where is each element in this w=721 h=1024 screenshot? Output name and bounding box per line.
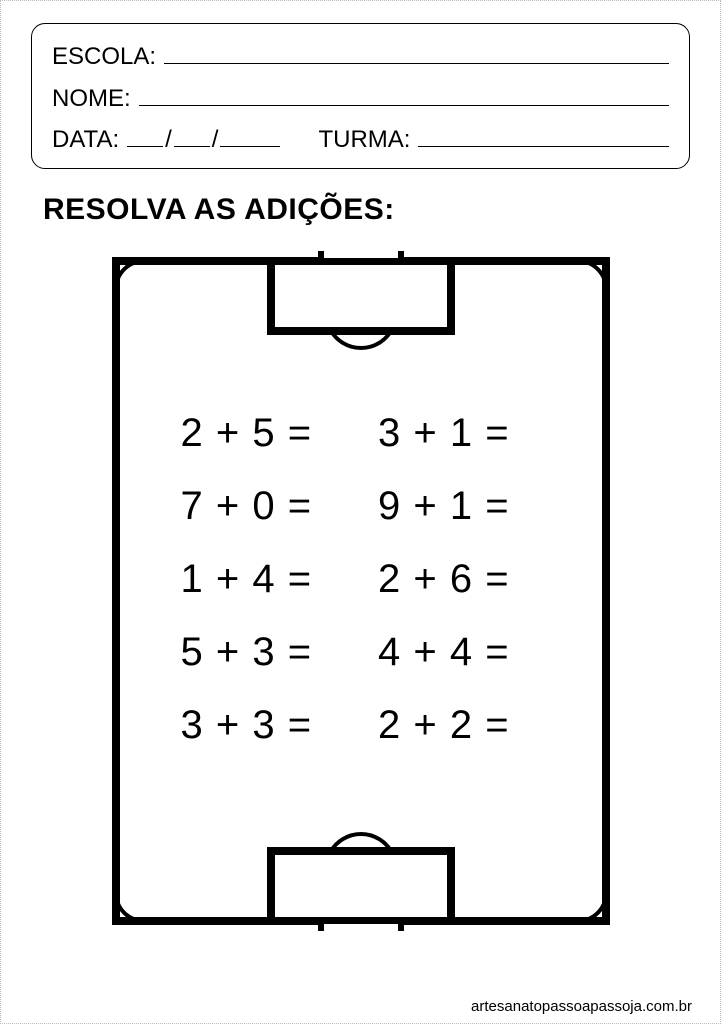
- data-label: DATA:: [52, 126, 119, 154]
- problem-7: 5 + 3 =: [181, 630, 369, 675]
- problem-6: 2 + 6 =: [378, 557, 566, 602]
- turma-label: TURMA:: [318, 126, 410, 154]
- escola-label: ESCOLA:: [52, 43, 156, 71]
- problem-9: 3 + 3 =: [181, 703, 369, 748]
- problems-grid: 2 + 5 = 3 + 1 = 7 + 0 = 9 + 1 = 1 + 4 = …: [106, 411, 616, 748]
- date-day[interactable]: [127, 121, 163, 147]
- problem-10: 2 + 2 =: [378, 703, 566, 748]
- worksheet-title: RESOLVA AS ADIÇÕES:: [43, 193, 720, 227]
- problem-3: 7 + 0 =: [181, 484, 369, 529]
- nome-label: NOME:: [52, 85, 131, 113]
- problem-4: 9 + 1 =: [378, 484, 566, 529]
- problem-5: 1 + 4 =: [181, 557, 369, 602]
- data-turma-row: DATA: / / TURMA:: [52, 121, 669, 154]
- date-group: / /: [127, 121, 280, 154]
- date-month[interactable]: [174, 121, 210, 147]
- turma-line[interactable]: [418, 121, 669, 147]
- slash-1: /: [163, 126, 174, 154]
- student-info-box: ESCOLA: NOME: DATA: / / TURMA:: [31, 23, 690, 169]
- date-year[interactable]: [220, 121, 280, 147]
- nome-row: NOME:: [52, 79, 669, 112]
- problem-2: 3 + 1 =: [378, 411, 566, 456]
- soccer-field: 2 + 5 = 3 + 1 = 7 + 0 = 9 + 1 = 1 + 4 = …: [106, 251, 616, 931]
- nome-line[interactable]: [139, 79, 669, 105]
- escola-line[interactable]: [164, 38, 669, 64]
- escola-row: ESCOLA:: [52, 38, 669, 71]
- slash-2: /: [210, 126, 221, 154]
- footer-credit: artesanatopassoapassoja.com.br: [471, 998, 692, 1015]
- problem-1: 2 + 5 =: [181, 411, 369, 456]
- problem-8: 4 + 4 =: [378, 630, 566, 675]
